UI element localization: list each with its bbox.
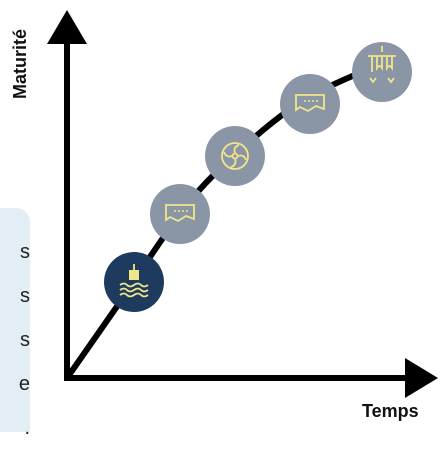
stage-1 [104,252,164,312]
warning-sign-icon [165,204,195,223]
side-line-4: e [18,373,30,395]
x-axis-arrowhead [405,358,438,398]
y-axis-label: Maturité [10,29,30,100]
axes [47,10,438,398]
x-axis-label: Temps [362,401,419,421]
side-panel-text: s s s e . [10,230,30,450]
y-axis-arrowhead [47,10,87,44]
buoy-waves-icon [119,264,149,298]
side-panel: s s s e . [0,208,30,439]
fan-turbine-icon [221,142,249,170]
side-line-2: s [20,285,30,307]
stage-5 [352,42,412,102]
warning-sign-icon [295,94,325,113]
side-line-3: s [20,329,30,351]
side-line-1: s [20,241,30,263]
maturity-diagram [47,10,438,398]
side-line-5: . [24,417,30,439]
tank-valve-icon [368,46,396,84]
stage-2 [150,184,210,244]
stage-4 [280,74,340,134]
stage-3 [205,126,265,186]
